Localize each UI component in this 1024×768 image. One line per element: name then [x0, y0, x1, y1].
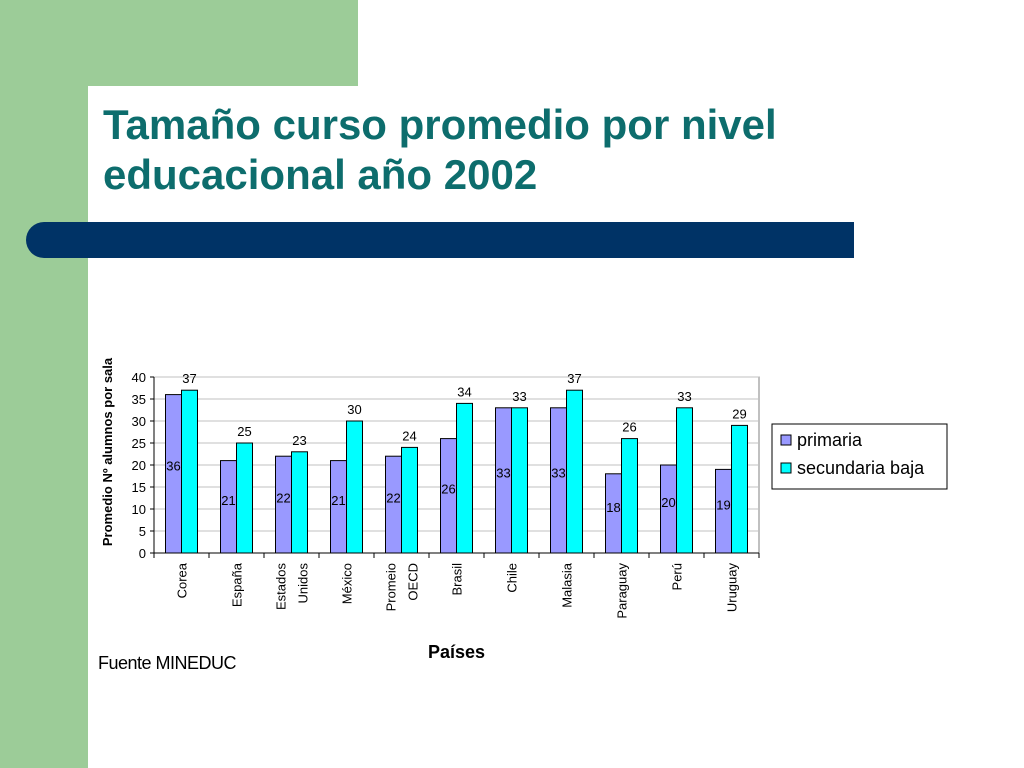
data-label-secundaria-baja: 29 — [732, 406, 746, 421]
x-tick-label: Malasia — [560, 562, 575, 608]
slide-title-line-2: educacional año 2002 — [103, 151, 538, 198]
bar-secundaria-baja — [676, 407, 693, 554]
y-tick-label: 5 — [139, 524, 146, 539]
data-label-primaria: 22 — [276, 491, 290, 506]
legend-label: secundaria baja — [797, 458, 925, 478]
bar-secundaria-baja — [291, 451, 308, 554]
y-tick-label: 0 — [139, 546, 146, 561]
data-label-secundaria-baja: 26 — [622, 420, 636, 435]
bar-secundaria-baja — [511, 407, 528, 554]
data-label-primaria: 21 — [221, 493, 235, 508]
data-label-primaria: 26 — [441, 482, 455, 497]
data-label-primaria: 19 — [716, 498, 730, 513]
bar-secundaria-baja — [731, 424, 748, 554]
data-label-primaria: 22 — [386, 491, 400, 506]
x-tick-label: Estados — [274, 563, 289, 610]
y-tick-label: 30 — [132, 414, 146, 429]
x-tick-label: Uruguay — [725, 563, 740, 613]
x-tick-label: Chile — [505, 563, 520, 593]
data-label-primaria: 33 — [551, 465, 565, 480]
data-label-secundaria-baja: 33 — [677, 389, 691, 404]
data-label-secundaria-baja: 33 — [512, 389, 526, 404]
x-tick-label: OECD — [406, 563, 421, 601]
accent-bar — [26, 222, 854, 258]
legend-swatch — [780, 462, 792, 474]
bar-secundaria-baja — [236, 442, 253, 554]
data-label-secundaria-baja: 34 — [457, 384, 471, 399]
data-label-secundaria-baja: 30 — [347, 402, 361, 417]
x-tick-label: Perú — [670, 563, 685, 590]
y-tick-label: 25 — [132, 436, 146, 451]
y-tick-label: 10 — [132, 502, 146, 517]
data-label-secundaria-baja: 37 — [567, 371, 581, 386]
top-color-band — [0, 0, 358, 86]
data-label-primaria: 33 — [496, 465, 510, 480]
legend-box — [771, 423, 948, 490]
data-label-primaria: 18 — [606, 500, 620, 515]
slide-title-line-1: Tamaño curso promedio por nivel — [103, 101, 777, 148]
bar-secundaria-baja — [346, 420, 363, 554]
data-label-primaria: 36 — [166, 459, 180, 474]
data-label-primaria: 21 — [331, 493, 345, 508]
data-label-secundaria-baja: 24 — [402, 428, 416, 443]
data-label-secundaria-baja: 37 — [182, 371, 196, 386]
bar-secundaria-baja — [181, 389, 198, 554]
x-tick-label: México — [340, 563, 355, 604]
x-tick-label: Brasil — [450, 563, 465, 596]
bar-primaria — [165, 394, 182, 554]
x-tick-label: España — [230, 562, 245, 607]
legend-label: primaria — [797, 430, 863, 450]
x-tick-label: Paraguay — [615, 563, 630, 619]
data-label-primaria: 20 — [661, 495, 675, 510]
slide-title: Tamaño curso promedio por nivel educacio… — [103, 100, 903, 200]
y-tick-label: 40 — [132, 370, 146, 385]
x-tick-label: Unidos — [296, 563, 311, 604]
legend-swatch — [780, 434, 792, 446]
bar-secundaria-baja — [566, 389, 583, 554]
y-tick-label: 20 — [132, 458, 146, 473]
data-label-secundaria-baja: 23 — [292, 433, 306, 448]
bar-secundaria-baja — [456, 402, 473, 554]
bar-secundaria-baja — [401, 446, 418, 554]
x-tick-label: Corea — [175, 562, 190, 598]
source-note: Fuente MINEDUC — [98, 653, 237, 673]
y-tick-label: 35 — [132, 392, 146, 407]
data-label-secundaria-baja: 25 — [237, 424, 251, 439]
y-tick-label: 15 — [132, 480, 146, 495]
bar-secundaria-baja — [621, 438, 638, 554]
side-color-band — [0, 0, 88, 768]
content-area-corner — [88, 86, 208, 206]
x-axis-title: Países — [428, 642, 485, 662]
y-axis-title: Promedio Nº alumnos por sala — [100, 357, 115, 546]
x-tick-label: Promeio — [384, 563, 399, 611]
